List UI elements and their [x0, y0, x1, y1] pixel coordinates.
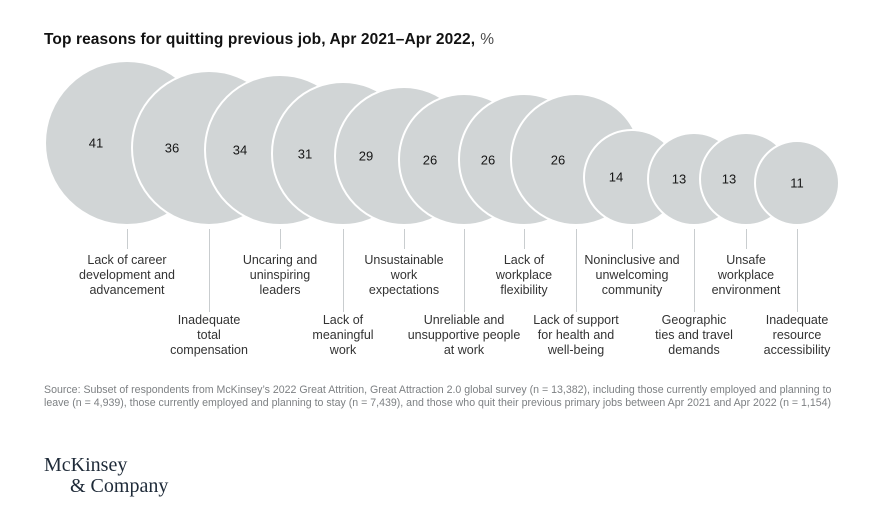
bubble-label-line: development and: [79, 268, 175, 282]
bubble-label-line: workplace: [495, 268, 553, 282]
tick-1: [127, 229, 128, 249]
bubble-label-4: Lack of meaningful work: [312, 313, 373, 358]
bubble-label-line: unsupportive people: [407, 328, 521, 342]
bubble-label-line: expectations: [368, 283, 440, 297]
bubble-label-line: advancement: [89, 283, 165, 297]
bubble-label-line: Geographic: [661, 313, 727, 327]
bubble-label-12: Inadequate resource accessibility: [764, 313, 831, 358]
bubble-label-line: unwelcoming: [595, 268, 669, 282]
bubble-value-8: 26: [550, 152, 566, 168]
bubble-value-1: 41: [88, 135, 104, 151]
bubble-label-line: Lack of career: [87, 253, 167, 267]
tick-3: [280, 229, 281, 249]
bubble-label-line: Unreliable and: [423, 313, 505, 327]
bubble-label-line: Unsafe: [726, 253, 766, 267]
bubble-label-line: compensation: [170, 343, 248, 357]
chart-title-unit: %: [480, 31, 495, 48]
bubble-label-line: environment: [711, 283, 781, 297]
bubble-label-line: work: [329, 343, 357, 357]
chart-title-text: Top reasons for quitting previous job, A…: [44, 31, 476, 48]
tick-8: [576, 229, 577, 312]
bubble-label-line: Unsustainable: [364, 253, 444, 267]
bubble-label-line: leaders: [259, 283, 301, 297]
bubble-value-5: 29: [358, 148, 374, 164]
tick-6: [464, 229, 465, 312]
bubble-label-line: demands: [668, 343, 720, 357]
bubble-label-line: Noninclusive and: [584, 253, 680, 267]
bubble-label-line: uninspiring: [249, 268, 311, 282]
bubble-value-10: 13: [671, 171, 687, 187]
bubble-label-line: ties and travel: [655, 328, 733, 342]
source-note: Source: Subset of respondents from McKin…: [44, 384, 832, 410]
bubble-label-line: workplace: [717, 268, 775, 282]
mckinsey-logo: McKinsey & Company: [44, 455, 168, 497]
bubble-label-line: for health and: [537, 328, 615, 342]
bubble-label-9: Noninclusive and unwelcoming community: [584, 253, 679, 298]
logo-line-2: & Company: [70, 475, 169, 497]
bubble-label-line: total: [197, 328, 221, 342]
bubble-label-5: Unsustainable work expectations: [364, 253, 443, 298]
tick-9: [632, 229, 633, 249]
bubble-label-3: Uncaring and uninspiring leaders: [243, 253, 317, 298]
bubble-label-8: Lack of support for health and well-being: [533, 313, 618, 358]
bubble-label-line: Lack of: [322, 313, 364, 327]
bubble-12: [753, 139, 841, 226]
tick-7: [524, 229, 525, 249]
bubble-label-line: Inadequate: [765, 313, 829, 327]
bubble-label-10: Geographic ties and travel demands: [655, 313, 733, 358]
bubble-label-line: well-being: [547, 343, 605, 357]
bubble-label-6: Unreliable and unsupportive people at work: [408, 313, 521, 358]
bubble-value-2: 36: [164, 140, 180, 156]
tick-2: [209, 229, 210, 312]
bubble-value-11: 13: [721, 171, 737, 187]
chart-title: Top reasons for quitting previous job, A…: [44, 31, 494, 49]
bubble-label-11: Unsafe workplace environment: [712, 253, 781, 298]
bubble-value-12: 11: [790, 175, 804, 191]
bubble-label-1: Lack of career development and advancement: [79, 253, 175, 298]
tick-12: [797, 229, 798, 312]
bubble-label-2: Inadequate total compensation: [170, 313, 248, 358]
bubble-value-4: 31: [297, 146, 313, 162]
bubble-label-line: at work: [443, 343, 485, 357]
bubble-value-9: 14: [608, 169, 624, 185]
bubble-label-line: Uncaring and: [242, 253, 318, 267]
bubble-label-line: Inadequate: [177, 313, 241, 327]
bubble-label-line: accessibility: [763, 343, 831, 357]
bubble-label-line: meaningful: [312, 328, 374, 342]
bubble-label-line: community: [601, 283, 663, 297]
logo-line-1: McKinsey: [44, 454, 128, 476]
bubble-label-line: resource: [772, 328, 822, 342]
bubble-label-line: work: [390, 268, 418, 282]
tick-4: [343, 229, 344, 312]
tick-11: [746, 229, 747, 249]
bubble-label-line: flexibility: [500, 283, 548, 297]
bubble-value-6: 26: [422, 152, 438, 168]
bubble-label-line: Lack of: [503, 253, 545, 267]
bubble-label-7: Lack of workplace flexibility: [496, 253, 552, 298]
tick-5: [404, 229, 405, 249]
bubble-label-line: Lack of support: [533, 313, 619, 327]
tick-10: [694, 229, 695, 312]
bubble-value-3: 34: [232, 142, 248, 158]
bubble-value-7: 26: [480, 152, 496, 168]
